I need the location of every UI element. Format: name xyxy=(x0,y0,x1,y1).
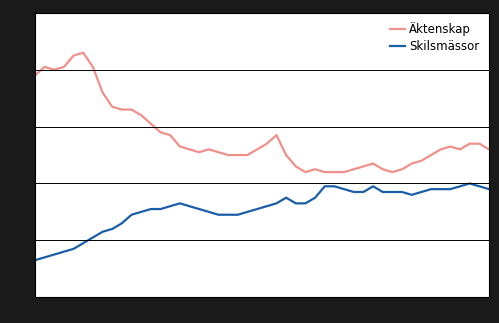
Skilsmässor xyxy=(351,190,357,194)
Äktenskap xyxy=(322,170,328,174)
Äktenskap xyxy=(187,147,193,151)
Skilsmässor xyxy=(235,213,241,217)
Skilsmässor xyxy=(322,184,328,188)
Äktenskap xyxy=(70,54,76,57)
Skilsmässor xyxy=(283,196,289,200)
Äktenskap xyxy=(90,65,96,69)
Skilsmässor xyxy=(90,235,96,239)
Skilsmässor xyxy=(418,190,424,194)
Skilsmässor xyxy=(61,250,67,254)
Äktenskap xyxy=(119,108,125,111)
Äktenskap xyxy=(448,145,454,149)
Skilsmässor xyxy=(341,187,347,191)
Skilsmässor xyxy=(428,187,434,191)
Skilsmässor xyxy=(370,184,376,188)
Skilsmässor xyxy=(225,213,231,217)
Äktenskap xyxy=(438,147,444,151)
Äktenskap xyxy=(225,153,231,157)
Skilsmässor xyxy=(158,207,164,211)
Skilsmässor xyxy=(331,184,337,188)
Äktenskap xyxy=(167,133,173,137)
Äktenskap xyxy=(370,162,376,165)
Äktenskap xyxy=(283,153,289,157)
Äktenskap xyxy=(331,170,337,174)
Äktenskap xyxy=(477,142,483,146)
Äktenskap xyxy=(428,153,434,157)
Skilsmässor xyxy=(119,221,125,225)
Line: Skilsmässor: Skilsmässor xyxy=(35,183,489,260)
Skilsmässor xyxy=(138,210,144,214)
Äktenskap xyxy=(206,147,212,151)
Skilsmässor xyxy=(196,207,202,211)
Skilsmässor xyxy=(187,204,193,208)
Äktenskap xyxy=(399,167,405,171)
Äktenskap xyxy=(389,170,395,174)
Skilsmässor xyxy=(245,210,250,214)
Äktenskap xyxy=(138,113,144,117)
Äktenskap xyxy=(80,51,86,55)
Skilsmässor xyxy=(457,184,463,188)
Skilsmässor xyxy=(389,190,395,194)
Skilsmässor xyxy=(70,247,76,251)
Skilsmässor xyxy=(32,258,38,262)
Äktenskap xyxy=(418,159,424,163)
Äktenskap xyxy=(293,164,299,168)
Äktenskap xyxy=(158,130,164,134)
Skilsmässor xyxy=(477,184,483,188)
Skilsmässor xyxy=(148,207,154,211)
Legend: Äktenskap, Skilsmässor: Äktenskap, Skilsmässor xyxy=(387,19,483,57)
Äktenskap xyxy=(312,167,318,171)
Skilsmässor xyxy=(167,204,173,208)
Skilsmässor xyxy=(399,190,405,194)
Äktenskap xyxy=(148,122,154,126)
Skilsmässor xyxy=(302,202,308,205)
Skilsmässor xyxy=(409,193,415,197)
Skilsmässor xyxy=(41,255,47,259)
Äktenskap xyxy=(41,65,47,69)
Äktenskap xyxy=(100,90,106,94)
Äktenskap xyxy=(61,65,67,69)
Skilsmässor xyxy=(206,210,212,214)
Äktenskap xyxy=(51,68,57,72)
Äktenskap xyxy=(196,150,202,154)
Skilsmässor xyxy=(448,187,454,191)
Äktenskap xyxy=(264,142,270,146)
Line: Äktenskap: Äktenskap xyxy=(35,53,489,172)
Skilsmässor xyxy=(293,202,299,205)
Skilsmässor xyxy=(177,202,183,205)
Skilsmässor xyxy=(486,187,492,191)
Skilsmässor xyxy=(380,190,386,194)
Skilsmässor xyxy=(51,253,57,256)
Äktenskap xyxy=(380,167,386,171)
Äktenskap xyxy=(216,150,222,154)
Skilsmässor xyxy=(100,230,106,234)
Äktenskap xyxy=(360,164,366,168)
Skilsmässor xyxy=(273,202,279,205)
Skilsmässor xyxy=(254,207,260,211)
Äktenskap xyxy=(245,153,250,157)
Skilsmässor xyxy=(438,187,444,191)
Skilsmässor xyxy=(80,241,86,245)
Äktenskap xyxy=(32,74,38,78)
Skilsmässor xyxy=(129,213,135,217)
Äktenskap xyxy=(457,147,463,151)
Skilsmässor xyxy=(467,182,473,185)
Skilsmässor xyxy=(360,190,366,194)
Äktenskap xyxy=(273,133,279,137)
Skilsmässor xyxy=(109,227,115,231)
Äktenskap xyxy=(177,145,183,149)
Äktenskap xyxy=(302,170,308,174)
Äktenskap xyxy=(129,108,135,111)
Äktenskap xyxy=(341,170,347,174)
Äktenskap xyxy=(109,105,115,109)
Äktenskap xyxy=(235,153,241,157)
Äktenskap xyxy=(467,142,473,146)
Äktenskap xyxy=(409,162,415,165)
Skilsmässor xyxy=(312,196,318,200)
Skilsmässor xyxy=(216,213,222,217)
Äktenskap xyxy=(486,147,492,151)
Äktenskap xyxy=(351,167,357,171)
Skilsmässor xyxy=(264,204,270,208)
Äktenskap xyxy=(254,147,260,151)
